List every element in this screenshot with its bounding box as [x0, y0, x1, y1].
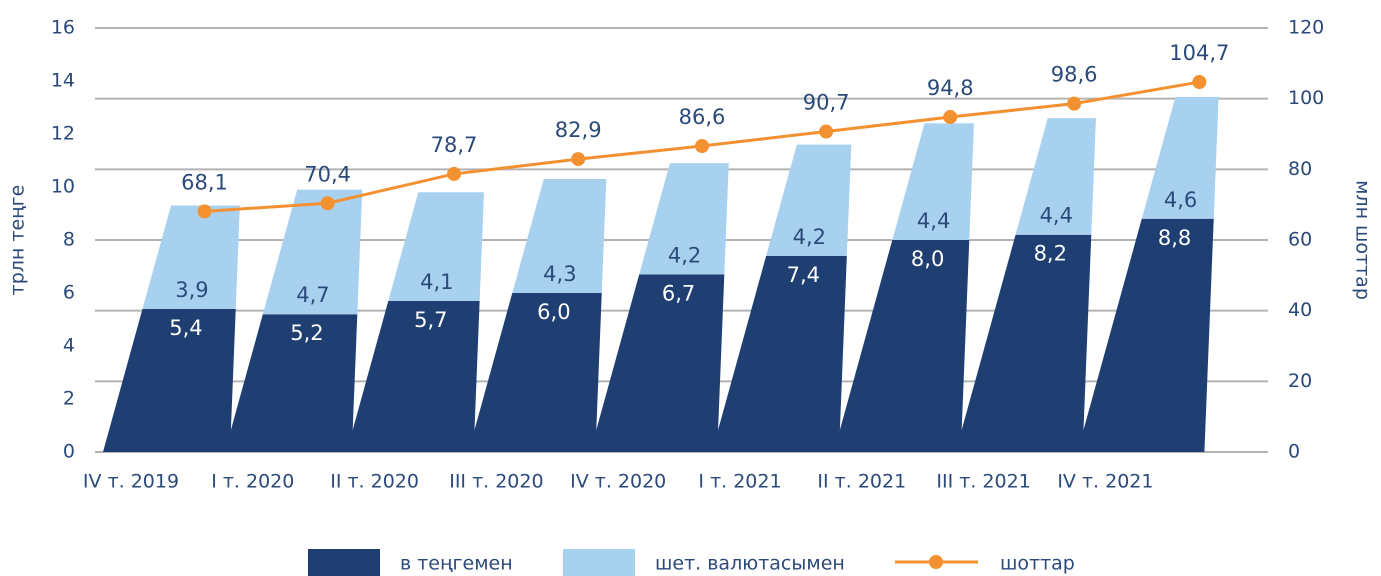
bar-segment [639, 163, 729, 275]
line-marker [695, 139, 710, 154]
bar-segment [103, 308, 236, 452]
value-label: 4,2 [668, 243, 701, 267]
value-label: 70,4 [304, 162, 351, 186]
y-axis-title: трлн теңге [7, 185, 29, 296]
bar-segment [892, 123, 974, 240]
value-label: 82,9 [555, 118, 602, 142]
bar-segment [224, 314, 358, 452]
value-label: 8,2 [1034, 242, 1067, 266]
value-label: 98,6 [1051, 63, 1098, 87]
value-label: 8,0 [911, 247, 944, 271]
y2-tick-label: 60 [1288, 229, 1312, 251]
y-tick-label: 16 [51, 17, 75, 39]
y2-tick-label: 120 [1288, 17, 1324, 39]
value-label: 3,9 [175, 278, 208, 302]
value-label: 5,2 [290, 321, 323, 345]
y2-tick-label: 40 [1288, 299, 1312, 321]
x-tick-label: IV т. 2019 [83, 471, 179, 493]
y2-tick-label: 80 [1288, 158, 1312, 180]
line-marker [197, 204, 212, 219]
y-tick-label: 6 [63, 282, 75, 304]
legend-label: в теңгемен [400, 553, 513, 575]
y2-tick-label: 100 [1288, 87, 1324, 109]
line-marker [320, 196, 335, 211]
y-tick-label: 4 [63, 335, 75, 357]
value-label: 4,4 [1040, 204, 1073, 228]
bar-segment [955, 234, 1092, 452]
value-label: 78,7 [431, 133, 478, 157]
x-tick-label: III т. 2021 [936, 471, 1030, 493]
line-marker [1192, 75, 1207, 90]
value-label: 4,2 [793, 225, 826, 249]
bar-segment [142, 205, 240, 309]
value-label: 4,1 [420, 270, 453, 294]
bar-segment [346, 300, 480, 452]
value-label: 4,7 [296, 283, 329, 307]
value-label: 6,0 [537, 300, 570, 324]
legend-swatch [563, 549, 635, 576]
value-label: 68,1 [181, 170, 228, 194]
x-tick-label: I т. 2020 [211, 471, 294, 493]
y2-tick-label: 20 [1288, 370, 1312, 392]
value-label: 104,7 [1169, 41, 1229, 65]
bar-segment [1141, 96, 1219, 219]
value-label: 86,6 [679, 105, 726, 129]
legend-marker [929, 555, 943, 569]
bar-segment [590, 274, 725, 452]
bar-segment [1015, 118, 1096, 235]
x-tick-label: II т. 2021 [817, 471, 906, 493]
bar-segment [712, 255, 847, 452]
x-tick-label: IV т. 2020 [570, 471, 666, 493]
bar-segment [512, 179, 607, 293]
y2-axis-title: млн шоттар [1352, 180, 1374, 300]
value-label: 4,6 [1164, 188, 1197, 212]
legend-label: шоттар [1000, 553, 1075, 575]
bar-segment [1077, 218, 1214, 452]
x-tick-label: IV т. 2021 [1057, 471, 1153, 493]
x-tick-label: II т. 2020 [330, 471, 419, 493]
bar-segment [833, 240, 970, 452]
y-tick-label: 0 [63, 441, 75, 463]
bar-segment [468, 293, 602, 452]
value-label: 4,4 [917, 209, 950, 233]
y-tick-label: 14 [51, 70, 75, 92]
line-marker [819, 124, 834, 139]
legend-label: шет. валютасымен [655, 553, 845, 575]
value-label: 8,8 [1158, 226, 1191, 250]
line-marker [447, 166, 462, 181]
legend-swatch [308, 549, 380, 576]
x-tick-label: I т. 2021 [698, 471, 781, 493]
value-label: 6,7 [662, 281, 695, 305]
value-label: 94,8 [927, 76, 974, 100]
value-label: 7,4 [787, 263, 820, 287]
bar-segment [262, 189, 363, 315]
bar-segment [388, 192, 484, 301]
line-marker [943, 110, 958, 125]
line-marker [571, 152, 586, 167]
y-tick-label: 8 [63, 229, 75, 251]
value-label: 4,3 [543, 262, 576, 286]
y-tick-label: 2 [63, 388, 75, 410]
x-tick-label: III т. 2020 [449, 471, 543, 493]
y-tick-label: 12 [51, 123, 75, 145]
bar-segment [766, 144, 852, 256]
value-label: 90,7 [803, 91, 850, 115]
line-marker [1067, 96, 1082, 111]
value-label: 5,4 [169, 316, 202, 340]
y-tick-label: 10 [51, 176, 75, 198]
y2-tick-label: 0 [1288, 441, 1300, 463]
value-label: 5,7 [414, 308, 447, 332]
